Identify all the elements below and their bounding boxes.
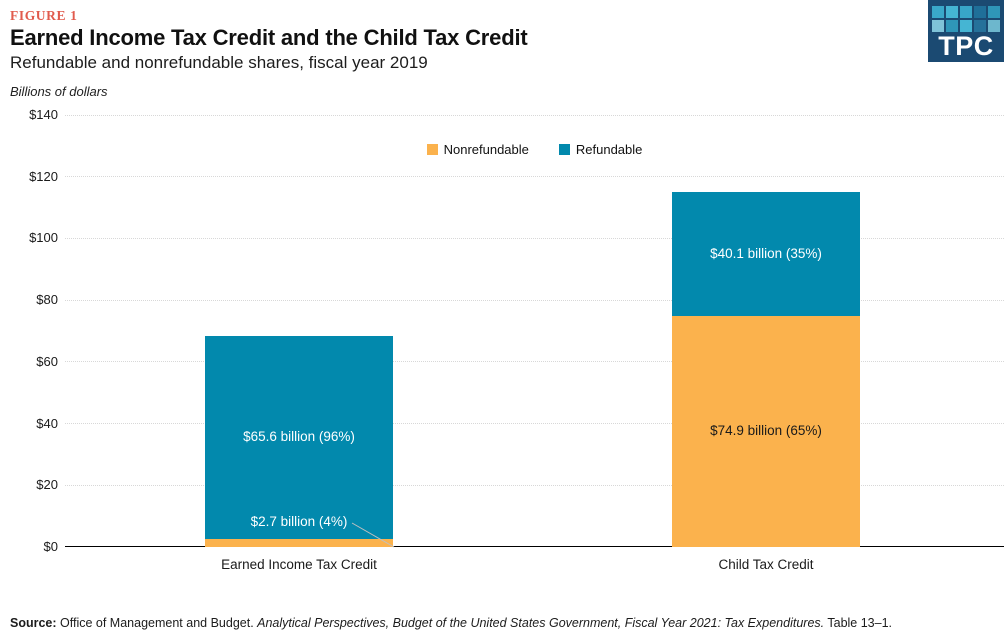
source-text-suffix: Table 13–1. [824, 616, 893, 630]
bar-segment-refundable [205, 336, 393, 539]
legend-item-nonrefundable: Nonrefundable [426, 142, 529, 157]
logo-square-icon [960, 6, 972, 18]
gridline [65, 423, 1004, 425]
gridline [65, 237, 1004, 239]
gridline [65, 176, 1004, 178]
legend-label: Refundable [575, 142, 643, 157]
gridline [65, 361, 1004, 363]
y-tick-label: $40 [36, 415, 58, 431]
bar-value-label: $65.6 billion (96%) [243, 429, 355, 445]
tpc-logo: TPC [928, 0, 1004, 62]
y-tick-label: $100 [29, 230, 58, 246]
y-tick-label: $20 [36, 477, 58, 493]
bar-value-label: $40.1 billion (35%) [710, 246, 822, 261]
gridline [65, 299, 1004, 301]
source-text-italic: Analytical Perspectives, Budget of the U… [257, 616, 825, 630]
legend-swatch-icon [558, 144, 570, 155]
bar-value-label: $74.9 billion (65%) [710, 423, 822, 439]
x-category-label: Earned Income Tax Credit [221, 557, 377, 572]
source-text-plain: Office of Management and Budget. [56, 616, 258, 630]
axis-units-label: Billions of dollars [10, 84, 108, 99]
legend-item-refundable: Refundable [558, 142, 643, 157]
bar-segment-nonrefundable [672, 315, 860, 547]
logo-square-icon [974, 6, 986, 18]
legend-label: Nonrefundable [443, 142, 529, 157]
logo-square-icon [974, 20, 986, 32]
legend-swatch-icon [426, 144, 438, 155]
bar-segment-nonrefundable [205, 538, 393, 547]
tpc-logo-grid-icon [932, 6, 1000, 32]
page-subtitle: Refundable and nonrefundable shares, fis… [10, 53, 428, 72]
legend: Nonrefundable Refundable [65, 142, 1004, 157]
source-note: Source: Office of Management and Budget.… [10, 616, 994, 630]
gridline [65, 114, 1004, 116]
y-tick-label: $80 [36, 292, 58, 308]
y-tick-label: $60 [36, 353, 58, 369]
bar-value-label-callout: $2.7 billion (4%) [250, 513, 348, 529]
logo-square-icon [988, 20, 1000, 32]
page-title: Earned Income Tax Credit and the Child T… [10, 25, 528, 50]
logo-square-icon [960, 20, 972, 32]
y-tick-label: $120 [29, 168, 58, 184]
x-axis-line [65, 546, 1004, 547]
tpc-logo-text: TPC [938, 31, 994, 61]
bar-segment-refundable [672, 192, 860, 316]
y-tick-label: $140 [29, 107, 58, 122]
logo-square-icon [988, 6, 1000, 18]
x-category-label: Child Tax Credit [718, 557, 814, 572]
logo-square-icon [946, 20, 958, 32]
logo-square-icon [932, 20, 944, 32]
y-tick-label: $0 [43, 539, 58, 554]
figure-label: FIGURE 1 [10, 8, 78, 23]
callout-leader-line-icon [351, 522, 395, 548]
logo-square-icon [946, 6, 958, 18]
gridline [65, 484, 1004, 486]
logo-square-icon [932, 6, 944, 18]
source-label: Source: [10, 616, 57, 630]
